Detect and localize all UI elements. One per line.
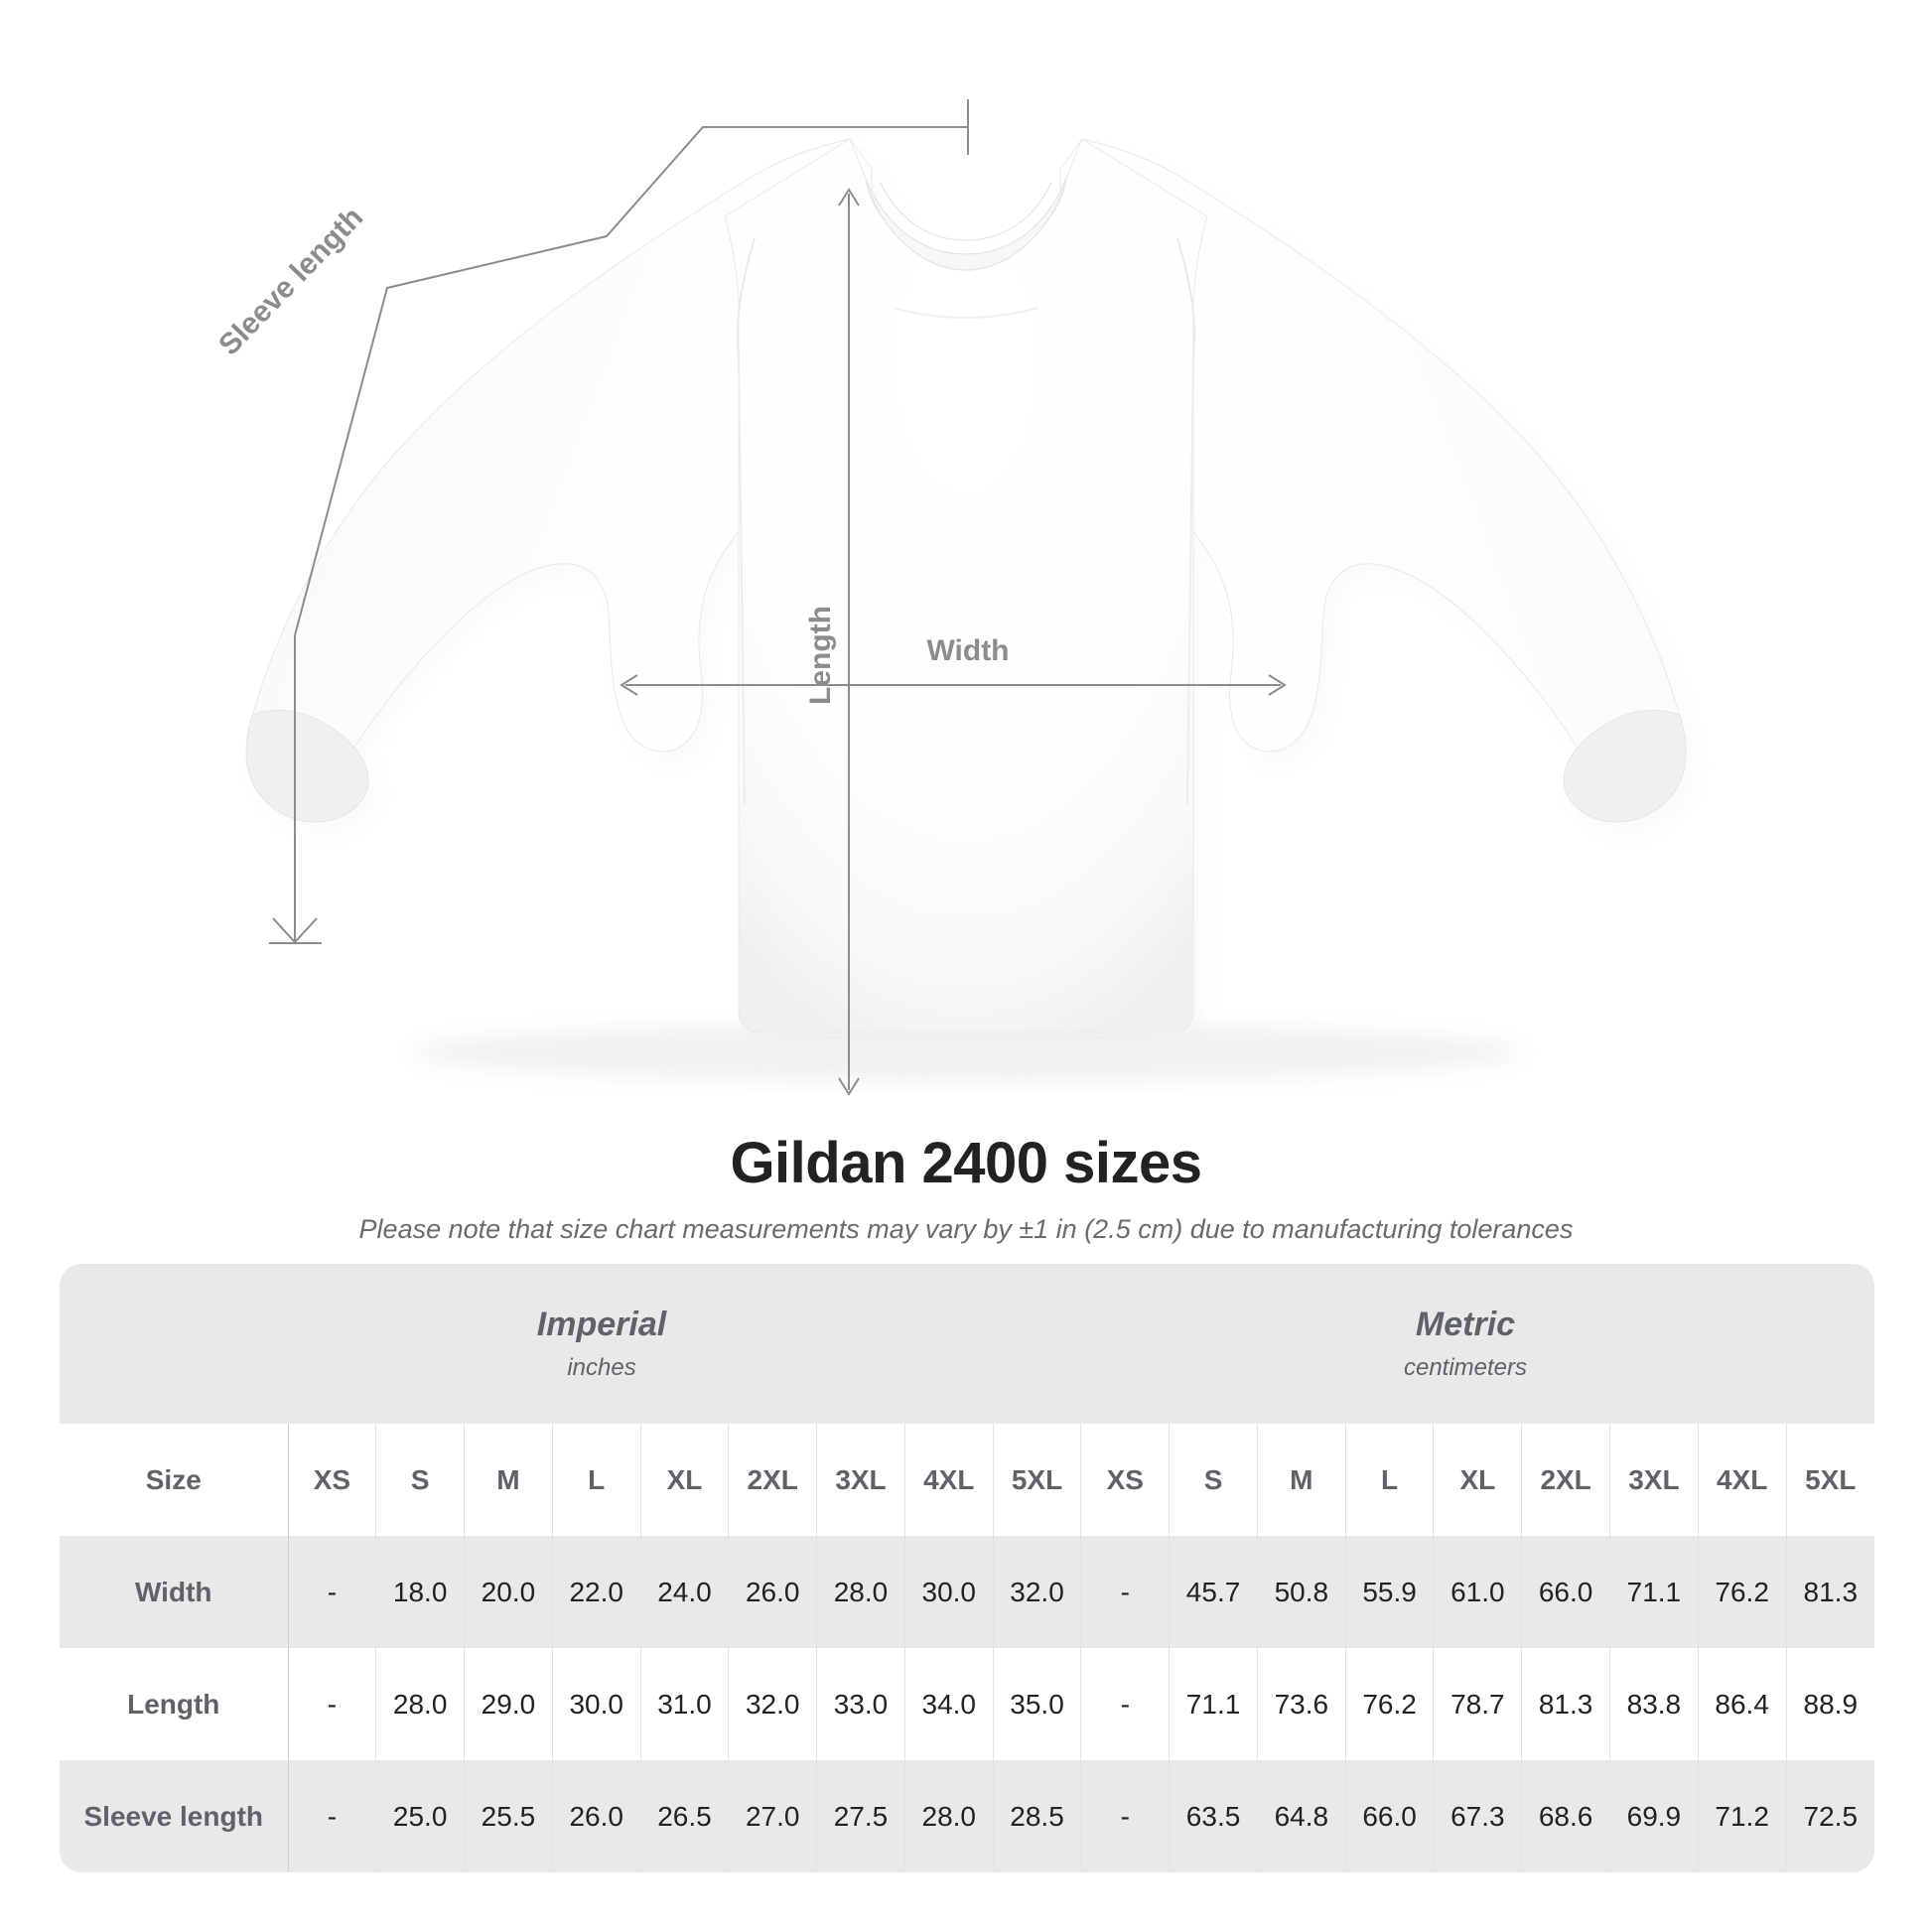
svg-text:Sleeve length: Sleeve length <box>212 201 369 361</box>
svg-text:Width: Width <box>926 634 1009 667</box>
svg-text:Length: Length <box>804 606 837 705</box>
